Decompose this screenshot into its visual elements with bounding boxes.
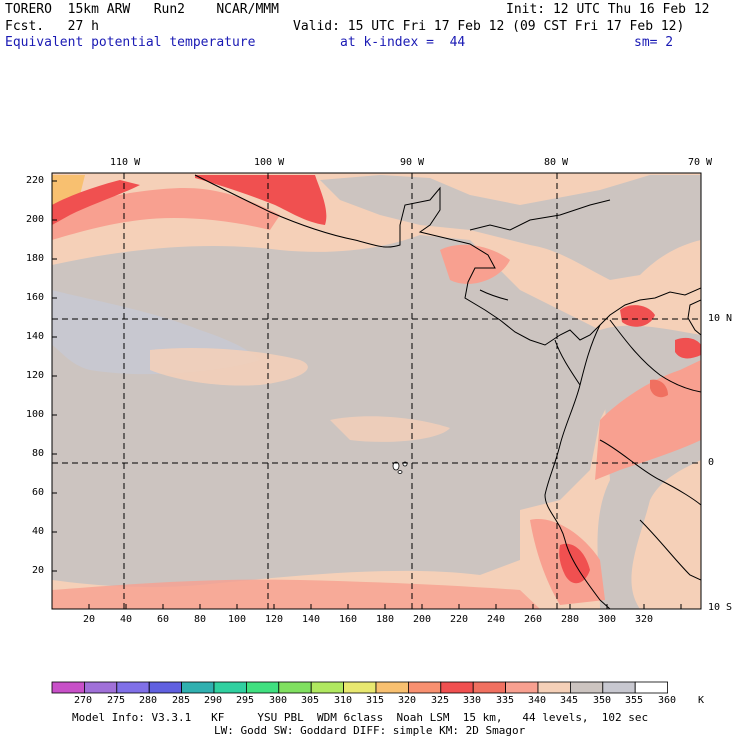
lon-label-110w: 110 W <box>110 157 141 168</box>
colorbar-swatch <box>602 681 636 694</box>
bottom-tick: 140 <box>302 614 321 625</box>
model-info: Model Info: V3.3.1 KF YSU PBL WDM 6class… <box>72 711 649 724</box>
colorbar-label: 270 <box>74 695 93 706</box>
colorbar-label: 280 <box>139 695 158 706</box>
colorbar-swatch <box>407 681 442 694</box>
colorbar-label: 305 <box>301 695 320 706</box>
colorbar-swatch <box>181 681 215 694</box>
colorbar-swatch <box>537 681 571 694</box>
lon-label-100w: 100 W <box>254 157 285 168</box>
bottom-tick: 240 <box>487 614 506 625</box>
colorbar-label: 345 <box>560 695 579 706</box>
left-tick: 220 <box>26 175 45 186</box>
left-tick: 120 <box>26 370 45 381</box>
colorbar-label: 335 <box>496 695 515 706</box>
left-tick: 160 <box>26 292 45 303</box>
graticule <box>52 173 701 609</box>
init-time: Init: 12 UTC Thu 16 Feb 12 <box>506 2 710 17</box>
lon-label-80w: 80 W <box>544 157 569 168</box>
left-tick: 40 <box>32 526 45 537</box>
colorbar-label: 355 <box>625 695 644 706</box>
bottom-tick: 60 <box>157 614 170 625</box>
colorbar <box>51 681 669 694</box>
lat-label-equator: 0 <box>708 457 715 468</box>
bottom-tick: 20 <box>83 614 96 625</box>
colorbar-label: 350 <box>593 695 612 706</box>
colorbar-swatch <box>116 681 150 694</box>
colorbar-label: 295 <box>236 695 255 706</box>
bottom-tick: 120 <box>265 614 284 625</box>
colorbar-swatch <box>343 681 377 694</box>
left-tick: 180 <box>26 253 45 264</box>
bottom-tick: 160 <box>339 614 358 625</box>
colorbar-swatch <box>148 681 182 694</box>
colorbar-label: 330 <box>463 695 482 706</box>
model-title: TORERO 15km ARW Run2 NCAR/MMM <box>5 2 279 17</box>
lon-label-70w: 70 W <box>688 157 713 168</box>
map-frame <box>51 172 702 610</box>
lon-label-90w: 90 W <box>400 157 425 168</box>
colorbar-label: 340 <box>528 695 547 706</box>
bottom-tick: 180 <box>376 614 395 625</box>
colorbar-label: 310 <box>334 695 353 706</box>
colorbar-label: 360 <box>658 695 677 706</box>
bottom-tick: 200 <box>413 614 432 625</box>
lat-label-10n: 10 N <box>708 313 733 324</box>
bottom-tick: 300 <box>598 614 617 625</box>
bottom-tick: 320 <box>635 614 654 625</box>
colorbar-label: 325 <box>431 695 450 706</box>
left-tick: 140 <box>26 331 45 342</box>
bottom-tick: 220 <box>450 614 469 625</box>
colorbar-label: 290 <box>204 695 223 706</box>
colorbar-swatch <box>213 681 247 694</box>
level-index: at k-index = 44 <box>340 35 466 50</box>
left-tick: 60 <box>32 487 45 498</box>
coastlines <box>194 174 701 609</box>
left-tick: 100 <box>26 409 45 420</box>
forecast-hour: Fcst. 27 h <box>5 19 99 34</box>
bottom-tick: 280 <box>561 614 580 625</box>
bottom-tick: 260 <box>524 614 543 625</box>
colorbar-swatch <box>440 681 474 694</box>
colorbar-swatch <box>375 681 409 694</box>
bottom-tick: 80 <box>194 614 207 625</box>
field-name: Equivalent potential temperature <box>5 35 256 50</box>
colorbar-swatch <box>84 681 118 694</box>
colorbar-swatch <box>472 681 507 694</box>
axis-ticks <box>52 180 682 609</box>
equivalent-potential-temperature-field <box>52 173 701 609</box>
colorbar-swatch <box>634 681 669 694</box>
colorbar-swatch <box>51 681 85 694</box>
colorbar-label: 275 <box>107 695 126 706</box>
colorbar-label: 315 <box>366 695 385 706</box>
colorbar-label: 285 <box>172 695 191 706</box>
valid-time: Valid: 15 UTC Fri 17 Feb 12 (09 CST Fri … <box>293 19 685 34</box>
left-tick: 80 <box>32 448 45 459</box>
colorbar-swatch <box>505 681 539 694</box>
colorbar-swatch <box>245 681 280 694</box>
left-tick: 200 <box>26 214 45 225</box>
bottom-tick: 100 <box>228 614 247 625</box>
colorbar-swatch <box>570 681 604 694</box>
colorbar-label: 320 <box>398 695 417 706</box>
colorbar-swatch <box>278 681 312 694</box>
bottom-tick: 40 <box>120 614 133 625</box>
left-tick: 20 <box>32 565 45 576</box>
physics-info: LW: Godd SW: Goddard DIFF: simple KM: 2D… <box>214 724 526 737</box>
colorbar-label: 300 <box>269 695 288 706</box>
colorbar-unit: K <box>698 695 705 706</box>
colorbar-swatch <box>310 681 345 694</box>
smoothing: sm= 2 <box>634 35 674 50</box>
lat-label-10s: 10 S <box>708 602 733 613</box>
